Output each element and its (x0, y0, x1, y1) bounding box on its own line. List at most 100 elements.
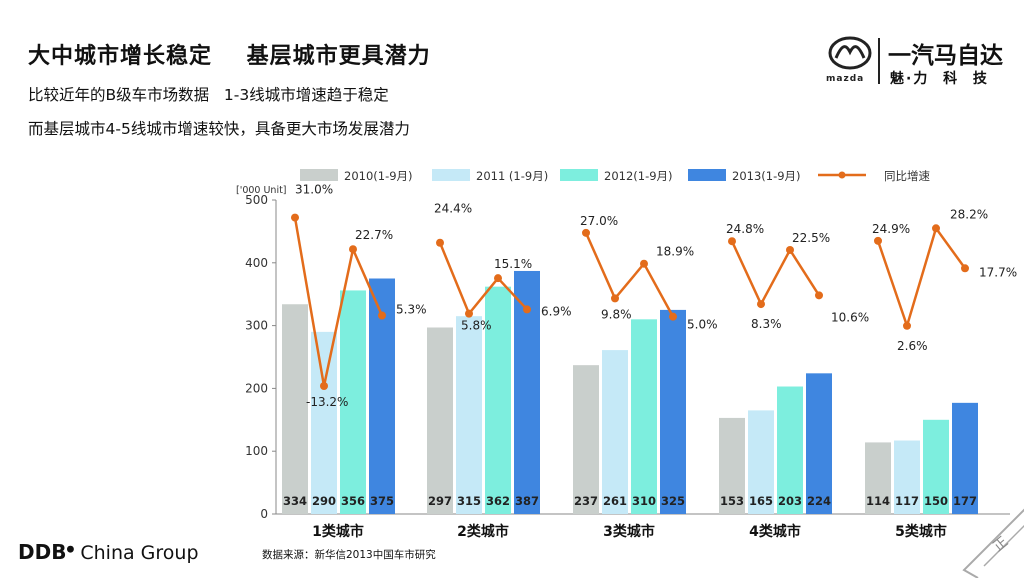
y-tick-label: 400 (245, 256, 268, 270)
bar-value-label: 150 (924, 494, 948, 508)
growth-marker (728, 237, 736, 246)
growth-marker (961, 264, 969, 273)
category-label: 5类城市 (895, 523, 947, 540)
bar-value-label: 165 (749, 494, 773, 508)
legend-swatch (300, 169, 338, 181)
bar (456, 316, 482, 514)
faw-mazda-logo: mazda 一汽马自达 魅·力 科 技 (826, 36, 1016, 90)
growth-value-label: 24.4% (434, 202, 472, 216)
growth-value-label: 18.9% (656, 245, 694, 259)
growth-value-label: 31.0% (295, 183, 333, 197)
growth-value-label: 22.7% (355, 228, 393, 242)
growth-value-label: 5.0% (687, 318, 718, 332)
growth-line (293, 217, 384, 387)
bar (952, 402, 978, 514)
growth-value-label: 17.7% (979, 265, 1017, 279)
corner-stamp-text: 正 (990, 534, 1011, 555)
growth-value-label: 24.8% (726, 222, 764, 236)
category-label: 1类城市 (312, 523, 364, 540)
legend-label: 2012(1-9月) (604, 169, 673, 183)
growth-marker (611, 294, 619, 303)
bar-value-label: 117 (895, 494, 919, 508)
bar (427, 327, 453, 514)
growth-marker (436, 238, 444, 247)
growth-value-label: 6.9% (541, 304, 572, 318)
growth-value-label: 5.8% (461, 319, 492, 333)
bar-value-label: 177 (953, 494, 977, 508)
bar-value-label: 261 (603, 494, 627, 508)
bar-value-label: 203 (778, 494, 802, 508)
growth-marker (757, 300, 765, 309)
growth-marker (903, 321, 911, 330)
company-slogan: 魅·力 科 技 (890, 71, 989, 87)
ddb-group-text: China Group (74, 542, 199, 564)
bar (660, 309, 686, 514)
growth-marker (494, 274, 502, 283)
bar (719, 417, 745, 514)
bar (282, 304, 308, 514)
bar-value-label: 387 (515, 494, 539, 508)
unit-label: ['000 Unit] (236, 185, 287, 196)
growth-marker (815, 291, 823, 300)
bar (631, 319, 657, 514)
bar (485, 286, 511, 514)
legend-growth-marker (838, 171, 846, 179)
legend-swatch (432, 169, 470, 181)
growth-value-label: 9.8% (601, 307, 632, 321)
legend-label: 同比增速 (884, 169, 930, 183)
growth-value-label: 22.5% (792, 231, 830, 245)
growth-line (730, 240, 821, 307)
bar (311, 331, 337, 514)
page-title: 大中城市增长稳定 基层城市更具潜力 (28, 44, 431, 69)
bar-value-label: 153 (720, 494, 744, 508)
growth-marker (786, 245, 794, 254)
growth-value-label: 5.3% (396, 303, 427, 317)
mazda-logo-icon (828, 36, 872, 70)
bar (923, 419, 949, 514)
growth-marker (291, 213, 299, 222)
bar (573, 365, 599, 514)
bar-value-label: 310 (632, 494, 656, 508)
growth-value-label: 27.0% (580, 214, 618, 228)
growth-marker (378, 311, 386, 320)
growth-value-label: 28.2% (950, 207, 988, 221)
subtitle-line-1: 比较近年的B级车市场数据 1-3线城市增速趋于稳定 (28, 86, 389, 104)
legend-label: 2011 (1-9月) (476, 169, 548, 183)
y-tick-label: 200 (245, 381, 268, 395)
growth-value-label: 10.6% (831, 310, 869, 324)
page-corner-stamp: 正 (962, 508, 1024, 578)
bar-value-label: 362 (486, 494, 510, 508)
subtitle-line-2: 而基层城市4-5线城市增速较快，具备更大市场发展潜力 (28, 120, 410, 138)
growth-marker (874, 236, 882, 245)
category-label: 2类城市 (457, 523, 509, 540)
growth-value-label: 2.6% (897, 339, 928, 353)
growth-marker (465, 309, 473, 318)
legend-label: 2010(1-9月) (344, 169, 413, 183)
growth-marker (932, 224, 940, 233)
category-label: 4类城市 (749, 523, 801, 540)
y-tick-label: 100 (245, 444, 268, 458)
legend-swatch (688, 169, 726, 181)
y-tick-label: 500 (245, 193, 268, 207)
growth-value-label: 24.9% (872, 222, 910, 236)
growth-line (438, 242, 528, 317)
bar-value-label: 297 (428, 494, 452, 508)
growth-marker (349, 245, 357, 254)
growth-value-label: -13.2% (306, 395, 348, 409)
bar-value-label: 237 (574, 494, 598, 508)
bar-value-label: 114 (866, 494, 890, 508)
growth-marker (669, 312, 677, 321)
bar (865, 442, 891, 514)
bar (602, 350, 628, 514)
ddb-mark: DDB (18, 540, 67, 564)
logo-divider (878, 38, 880, 84)
ddb-logo: DDB● China Group (18, 540, 199, 564)
bar (340, 290, 366, 514)
bar (806, 373, 832, 514)
data-source: 数据来源：新华信2013中国车市研究 (262, 549, 436, 561)
category-label: 3类城市 (603, 523, 655, 540)
legend-label: 2013(1-9月) (732, 169, 801, 183)
bar (894, 440, 920, 514)
y-tick-label: 300 (245, 319, 268, 333)
